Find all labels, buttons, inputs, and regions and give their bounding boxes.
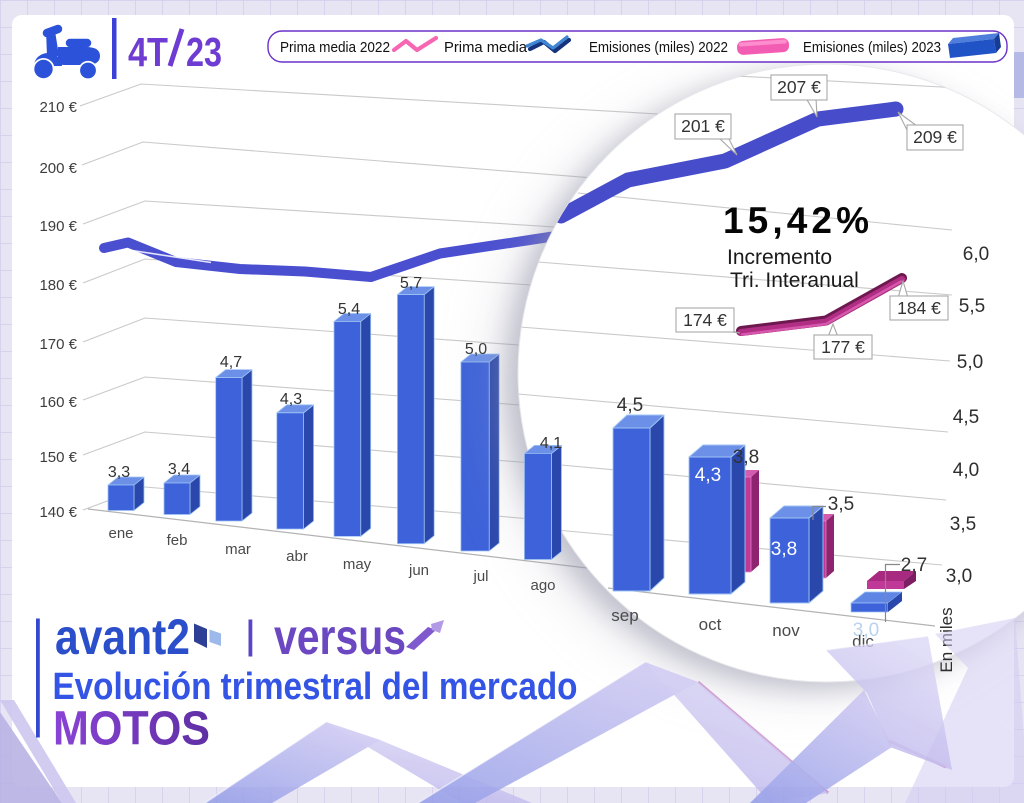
svg-text:140 €: 140 € [39,504,77,521]
svg-text:3,4: 3,4 [168,461,190,478]
svg-text:3,8: 3,8 [771,539,797,560]
svg-text:201 €: 201 € [681,116,725,136]
svg-text:184 €: 184 € [897,298,941,318]
svg-text:oct: oct [699,615,722,634]
svg-text:abr: abr [286,548,308,565]
svg-text:4,5: 4,5 [953,407,979,428]
svg-text:Evolución trimestral del merca: Evolución trimestral del mercado [53,666,578,708]
svg-text:3,5: 3,5 [828,494,854,515]
svg-text:3,8: 3,8 [733,447,759,468]
svg-text:ene: ene [108,525,133,542]
svg-text:Emisiones (miles) 2022: Emisiones (miles) 2022 [589,39,728,56]
svg-text:5,0: 5,0 [957,352,983,373]
svg-text:versus: versus [274,609,406,665]
svg-text:4,1: 4,1 [540,435,562,452]
svg-text:207 €: 207 € [777,77,821,97]
svg-text:avant2: avant2 [55,609,190,665]
svg-text:4,3: 4,3 [280,391,302,408]
svg-text:jul: jul [472,568,488,585]
svg-text:Incremento: Incremento [727,246,832,269]
svg-text:may: may [343,556,372,573]
svg-text:160 €: 160 € [39,394,77,411]
svg-text:150 €: 150 € [39,449,77,466]
svg-text:15,42%: 15,42% [723,200,869,241]
svg-text:Prima media 2022: Prima media 2022 [280,39,390,56]
svg-text:5,0: 5,0 [465,341,487,358]
svg-text:4,0: 4,0 [953,460,979,481]
svg-text:mar: mar [225,541,251,558]
svg-text:ago: ago [530,577,555,594]
svg-text:210 €: 210 € [39,99,77,116]
svg-text:170 €: 170 € [39,336,77,353]
svg-text:6,0: 6,0 [963,244,989,265]
svg-text:2,7: 2,7 [901,555,927,576]
svg-text:3,0: 3,0 [853,620,879,641]
svg-text:4,7: 4,7 [220,354,242,371]
svg-text:190 €: 190 € [39,218,77,235]
svg-text:23: 23 [186,29,222,75]
svg-text:Emisiones (miles) 2023: Emisiones (miles) 2023 [803,39,941,56]
svg-text:3,3: 3,3 [108,464,130,481]
svg-text:sep: sep [611,606,638,625]
svg-text:200 €: 200 € [39,160,77,177]
svg-text:jun: jun [408,562,429,579]
svg-text:5,5: 5,5 [959,296,985,317]
svg-text:MOTOS: MOTOS [53,703,210,756]
svg-text:3,0: 3,0 [946,566,972,587]
svg-text:177 €: 177 € [821,337,865,357]
svg-text:4,5: 4,5 [617,395,643,416]
svg-text:4T: 4T [128,29,168,75]
svg-text:209 €: 209 € [913,127,957,147]
svg-text:Prima media: Prima media [444,39,528,56]
svg-text:Tri. Interanual: Tri. Interanual [730,269,859,292]
svg-text:180 €: 180 € [39,277,77,294]
svg-text:5,4: 5,4 [338,301,360,318]
svg-text:4,3: 4,3 [695,465,721,486]
svg-text:3,5: 3,5 [950,514,976,535]
svg-text:5,7: 5,7 [400,275,422,292]
svg-text:feb: feb [167,532,188,549]
svg-text:174 €: 174 € [683,310,727,330]
svg-text:nov: nov [772,621,800,640]
